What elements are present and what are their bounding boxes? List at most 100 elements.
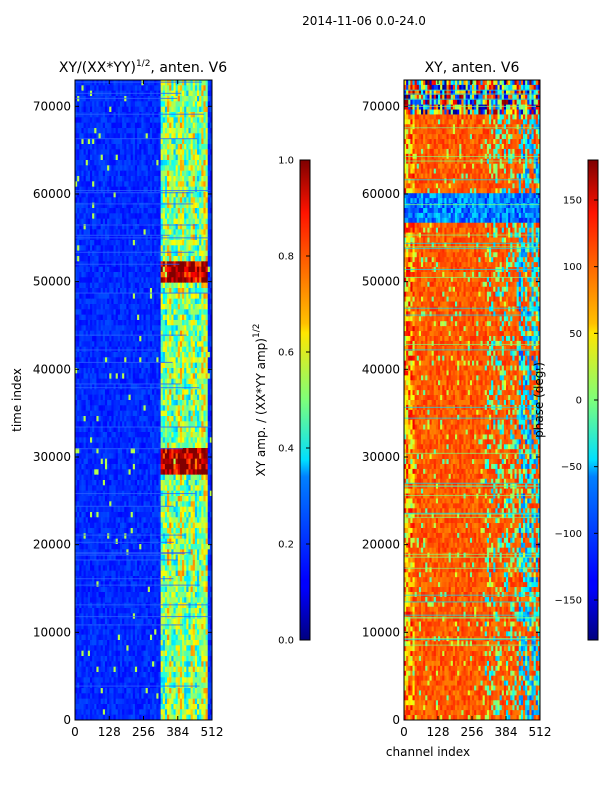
- heatmap-cell: [197, 181, 200, 188]
- heatmap-cell: [109, 245, 112, 252]
- heatmap-cell: [79, 432, 83, 438]
- heatmap-cell: [130, 288, 134, 294]
- heatmap-cell: [94, 144, 98, 150]
- heatmap-cell: [83, 282, 87, 289]
- heatmap-cell: [186, 480, 190, 486]
- heatmap-cell: [205, 464, 209, 470]
- heatmap-cell: [79, 320, 83, 326]
- heatmap-cell: [158, 282, 162, 289]
- heatmap-cell: [89, 96, 93, 102]
- heatmap-cell: [79, 405, 83, 412]
- heatmap-cell: [100, 122, 104, 129]
- heatmap-cell: [98, 149, 102, 156]
- heatmap-cell: [171, 325, 175, 332]
- heatmap-cell: [75, 341, 78, 348]
- heatmap-cell: [192, 485, 196, 492]
- heatmap-cell: [152, 106, 155, 113]
- heatmap-cell: [192, 341, 196, 348]
- heatmap-cell: [132, 421, 136, 428]
- heatmap-cell: [102, 112, 106, 118]
- heatmap-cell: [192, 378, 196, 385]
- heatmap-cell: [186, 464, 190, 470]
- heatmap-cell: [184, 256, 187, 262]
- heatmap-cell: [104, 362, 108, 369]
- heatmap-cell: [143, 85, 147, 92]
- heatmap-cell: [143, 453, 147, 460]
- heatmap-cell: [122, 181, 125, 188]
- heatmap-cell: [199, 218, 202, 225]
- heatmap-cell: [154, 96, 157, 102]
- heatmap-cell: [201, 432, 205, 438]
- heatmap-cell: [75, 224, 78, 230]
- heatmap-cell: [107, 80, 110, 86]
- heatmap-cell: [137, 154, 140, 161]
- heatmap-cell: [137, 336, 140, 342]
- heatmap-cell: [96, 117, 100, 124]
- heatmap-cell: [139, 416, 142, 422]
- heatmap-cell: [194, 197, 198, 204]
- heatmap-cell: [122, 197, 125, 204]
- heatmap-cell: [98, 464, 102, 470]
- heatmap-cell: [92, 426, 95, 433]
- heatmap-cell: [94, 112, 98, 118]
- heatmap-cell: [102, 202, 106, 209]
- heatmap-cell: [209, 165, 212, 172]
- heatmap-cell: [182, 149, 185, 156]
- heatmap-cell: [83, 128, 87, 134]
- heatmap-cell: [192, 389, 196, 396]
- heatmap-cell: [104, 416, 108, 422]
- heatmap-cell: [109, 112, 112, 118]
- heatmap-cell: [179, 384, 183, 390]
- heatmap-cell: [143, 250, 147, 257]
- heatmap-cell: [130, 485, 134, 492]
- heatmap-cell: [199, 400, 202, 406]
- heatmap-cell: [175, 229, 179, 236]
- heatmap-cell: [92, 325, 95, 332]
- heatmap-cell: [162, 362, 166, 369]
- heatmap-cell: [81, 330, 85, 337]
- heatmap-cell: [209, 416, 212, 422]
- heatmap-cell: [192, 154, 196, 161]
- heatmap-cell: [203, 144, 207, 150]
- heatmap-cell: [94, 101, 98, 108]
- heatmap-cell: [92, 320, 95, 326]
- heatmap-cell: [87, 256, 91, 262]
- heatmap-cell: [119, 325, 123, 332]
- heatmap-cell: [149, 181, 153, 188]
- heatmap-cell: [89, 480, 93, 486]
- heatmap-cell: [167, 288, 170, 294]
- heatmap-cell: [117, 373, 121, 380]
- heatmap-cell: [152, 458, 155, 465]
- heatmap-cell: [205, 341, 209, 348]
- heatmap-cell: [203, 304, 207, 310]
- heatmap-cell: [209, 112, 212, 118]
- heatmap-cell: [96, 197, 100, 204]
- heatmap-cell: [164, 250, 168, 257]
- heatmap-cell: [190, 208, 194, 214]
- heatmap-cell: [167, 368, 170, 374]
- heatmap-cell: [188, 346, 192, 353]
- heatmap-cell: [207, 149, 211, 156]
- heatmap-cell: [179, 250, 183, 257]
- heatmap-cell: [162, 426, 166, 433]
- heatmap-cell: [139, 453, 142, 460]
- heatmap-cell: [164, 330, 168, 337]
- heatmap-cell: [107, 432, 110, 438]
- heatmap-cell: [81, 197, 85, 204]
- heatmap-cell: [158, 165, 162, 172]
- heatmap-cell: [141, 229, 145, 236]
- heatmap-cell: [122, 85, 125, 92]
- heatmap-cell: [209, 288, 212, 294]
- heatmap-cell: [173, 474, 177, 481]
- heatmap-cell: [152, 80, 155, 86]
- heatmap-cell: [182, 378, 185, 385]
- heatmap-cell: [199, 266, 202, 273]
- heatmap-cell: [111, 240, 115, 246]
- heatmap-cell: [156, 165, 160, 172]
- heatmap-cell: [164, 229, 168, 236]
- heatmap-cell: [207, 277, 211, 284]
- heatmap-cell: [197, 309, 200, 316]
- heatmap-cell: [98, 144, 102, 150]
- heatmap-cell: [107, 469, 110, 476]
- heatmap-cell: [75, 325, 78, 332]
